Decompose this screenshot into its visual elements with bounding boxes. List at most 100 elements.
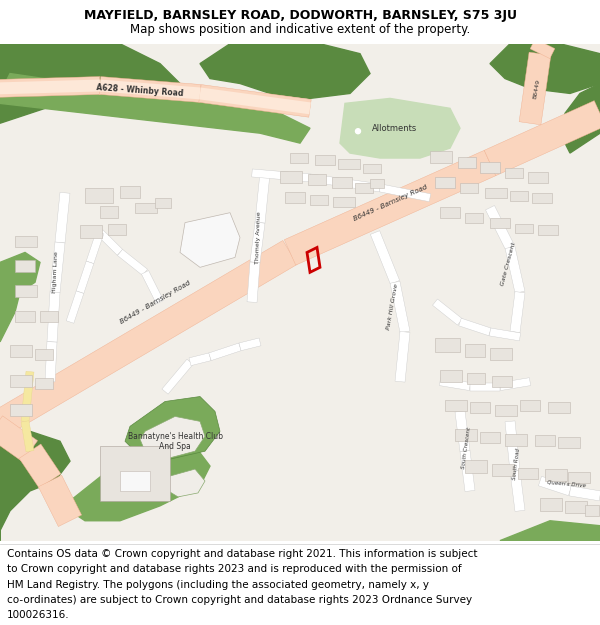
Bar [540, 498, 562, 511]
Polygon shape [86, 231, 104, 264]
Bar [332, 177, 352, 188]
Polygon shape [0, 416, 38, 462]
Bar [548, 402, 570, 413]
Bar [505, 434, 527, 446]
Polygon shape [490, 328, 521, 341]
Text: B6449 - Barnsley Road: B6449 - Barnsley Road [119, 279, 191, 325]
Bar [465, 213, 483, 222]
Circle shape [355, 129, 361, 134]
Polygon shape [499, 378, 530, 391]
Polygon shape [66, 291, 84, 323]
Polygon shape [484, 101, 600, 176]
Text: 100026316.: 100026316. [7, 609, 70, 619]
Bar [440, 207, 460, 217]
Polygon shape [340, 98, 460, 158]
Text: Gate Crescent: Gate Crescent [500, 242, 516, 287]
Text: MAYFIELD, BARNSLEY ROAD, DODWORTH, BARNSLEY, S75 3JU: MAYFIELD, BARNSLEY ROAD, DODWORTH, BARNS… [83, 9, 517, 22]
Polygon shape [455, 411, 470, 452]
Bar [100, 446, 170, 501]
Bar [15, 311, 35, 322]
Text: B6449: B6449 [533, 78, 541, 99]
Bar [495, 406, 517, 416]
Polygon shape [140, 416, 205, 459]
Bar [565, 501, 587, 512]
Polygon shape [0, 74, 310, 143]
Bar [15, 285, 37, 297]
Polygon shape [538, 476, 572, 496]
Polygon shape [125, 396, 220, 459]
Polygon shape [0, 79, 100, 94]
Bar [535, 435, 555, 446]
Bar [285, 192, 305, 202]
Polygon shape [485, 206, 514, 250]
Text: to Crown copyright and database rights 2023 and is reproduced with the permissio: to Crown copyright and database rights 2… [7, 564, 462, 574]
Polygon shape [47, 292, 60, 342]
Polygon shape [38, 475, 82, 526]
Bar [455, 429, 477, 441]
Bar [35, 378, 53, 389]
Polygon shape [209, 343, 241, 361]
Bar [528, 172, 548, 183]
Bar [315, 155, 335, 165]
Bar [363, 164, 381, 173]
Polygon shape [199, 84, 311, 118]
Polygon shape [97, 230, 123, 255]
Polygon shape [505, 421, 520, 471]
Polygon shape [0, 253, 40, 342]
Bar [515, 224, 533, 232]
Bar [100, 206, 118, 217]
Polygon shape [162, 359, 193, 394]
Bar [155, 198, 171, 208]
Polygon shape [459, 318, 491, 336]
Bar [310, 195, 328, 205]
Bar [290, 153, 308, 163]
Bar [518, 468, 538, 479]
Polygon shape [255, 173, 270, 223]
Bar [370, 179, 384, 188]
Polygon shape [565, 84, 600, 153]
Bar [435, 338, 460, 352]
Text: Queen's Drive: Queen's Drive [547, 480, 587, 488]
Polygon shape [76, 261, 94, 294]
Bar [308, 174, 326, 185]
Bar [338, 159, 360, 169]
Text: South Crescent: South Crescent [461, 427, 472, 469]
Bar [490, 348, 512, 360]
Text: Allotments: Allotments [373, 124, 418, 132]
Polygon shape [470, 382, 500, 391]
Polygon shape [530, 39, 555, 59]
Polygon shape [118, 249, 148, 276]
Text: Map shows position and indicative extent of the property.: Map shows position and indicative extent… [130, 23, 470, 36]
Bar [10, 404, 32, 416]
Bar [10, 374, 32, 387]
Polygon shape [0, 76, 100, 98]
Bar [485, 188, 507, 198]
Bar [135, 202, 157, 212]
Polygon shape [500, 521, 600, 541]
Polygon shape [21, 371, 34, 422]
Polygon shape [239, 338, 261, 351]
Bar [85, 188, 113, 202]
Polygon shape [45, 342, 57, 382]
Polygon shape [379, 184, 431, 202]
Bar [490, 217, 510, 227]
Bar [120, 471, 150, 491]
Bar [280, 171, 302, 183]
Bar [333, 197, 355, 207]
Text: B6449 - Barnsley Road: B6449 - Barnsley Road [352, 184, 428, 222]
Bar [80, 224, 102, 238]
Polygon shape [70, 446, 210, 521]
Polygon shape [439, 378, 470, 391]
Text: Bannatyne's Health Club
And Spa: Bannatyne's Health Club And Spa [128, 431, 223, 451]
Polygon shape [251, 169, 310, 182]
Text: Contains OS data © Crown copyright and database right 2021. This information is : Contains OS data © Crown copyright and d… [7, 549, 478, 559]
Text: South Road: South Road [512, 448, 520, 480]
Polygon shape [569, 486, 600, 501]
Polygon shape [395, 331, 410, 382]
Bar [355, 183, 373, 192]
Bar [492, 464, 514, 476]
Polygon shape [510, 471, 525, 511]
Polygon shape [250, 222, 265, 263]
Bar [520, 399, 540, 411]
Bar [120, 186, 140, 198]
